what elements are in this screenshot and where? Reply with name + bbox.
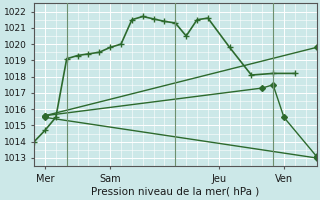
X-axis label: Pression niveau de la mer( hPa ): Pression niveau de la mer( hPa ) (91, 187, 260, 197)
